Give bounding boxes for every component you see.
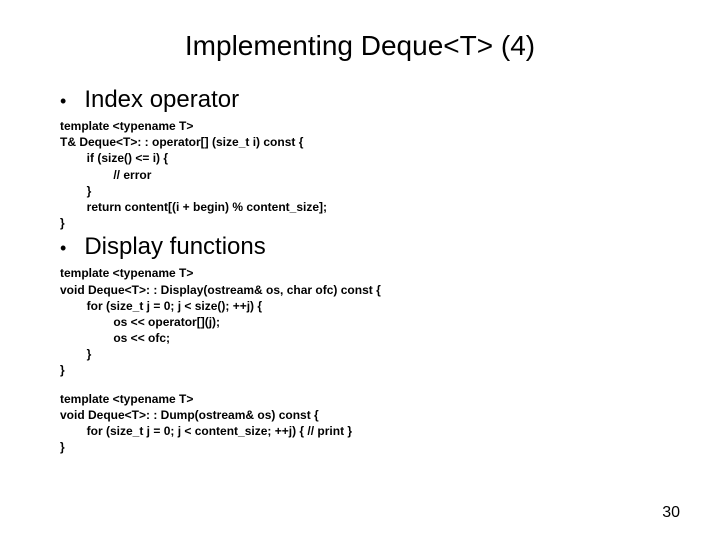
- bullet-text-1: Index operator: [84, 86, 239, 114]
- spacer: [50, 379, 670, 391]
- bullet-dot-icon: •: [60, 92, 66, 110]
- bullet-item-2: • Display functions: [60, 233, 670, 261]
- bullet-dot-icon: •: [60, 239, 66, 257]
- bullet-text-2: Display functions: [84, 233, 265, 261]
- slide-title: Implementing Deque<T> (4): [50, 30, 670, 62]
- code-block-2: template <typename T> void Deque<T>: : D…: [60, 265, 670, 378]
- code-block-1: template <typename T> T& Deque<T>: : ope…: [60, 118, 670, 231]
- bullet-item-1: • Index operator: [60, 86, 670, 114]
- slide: Implementing Deque<T> (4) • Index operat…: [0, 0, 720, 540]
- page-number: 30: [662, 504, 680, 522]
- code-block-3: template <typename T> void Deque<T>: : D…: [60, 391, 670, 456]
